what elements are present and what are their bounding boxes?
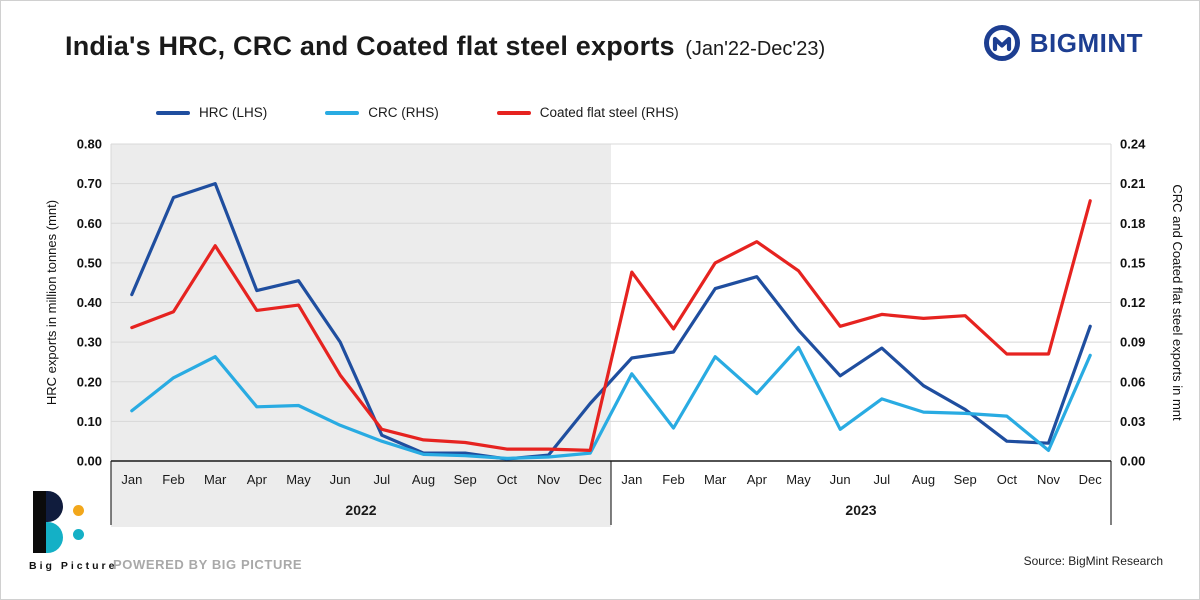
- month-label: Mar: [204, 472, 227, 487]
- bigmint-logo-text: BIGMINT: [1029, 27, 1143, 58]
- year-label-2022: 2022: [345, 502, 376, 518]
- series-line-coated-flat-steel-rhs: [130, 199, 1092, 452]
- legend-marker-crc: [325, 110, 360, 115]
- left-axis-title: HRC exports in million tonnes (mnt): [44, 200, 59, 405]
- chart-subtitle: (Jan'22-Dec'23): [685, 38, 826, 60]
- month-label: Sep: [954, 472, 977, 487]
- bigmint-logo-icon: [983, 25, 1020, 61]
- right-axis-title: CRC and Coated flat steel exports in mnt: [1170, 184, 1185, 421]
- month-label: Aug: [912, 472, 935, 487]
- right-axis-tick-label: 0.24: [1120, 137, 1146, 152]
- month-label: Mar: [704, 472, 727, 487]
- month-label: Dec: [1079, 472, 1103, 487]
- chart-legend: HRC (LHS) CRC (RHS) Coated flat steel (R…: [156, 105, 679, 120]
- right-axis-tick-label: 0.12: [1120, 295, 1145, 310]
- month-label: Jul: [874, 472, 891, 487]
- left-axis-tick-label: 0.50: [77, 255, 102, 270]
- month-label: Jun: [330, 472, 351, 487]
- left-axis-tick-label: 0.70: [77, 176, 102, 191]
- right-axis-tick-label: 0.15: [1120, 255, 1145, 270]
- legend-item-hrc: HRC (LHS): [156, 105, 267, 120]
- month-label: Jan: [121, 472, 142, 487]
- legend-marker-hrc: [156, 110, 190, 115]
- month-label: Oct: [997, 472, 1018, 487]
- month-label: Aug: [412, 472, 435, 487]
- big-picture-logo-dot-orange: [73, 505, 84, 516]
- right-axis-tick-label: 0.00: [1120, 454, 1145, 469]
- year-label-2023: 2023: [845, 502, 876, 518]
- powered-by-text: POWERED BY BIG PICTURE: [113, 557, 303, 572]
- month-label: Feb: [662, 472, 684, 487]
- shaded-region-2022: [111, 144, 611, 527]
- legend-marker-coated: [496, 110, 531, 115]
- month-label: Sep: [454, 472, 477, 487]
- month-label: Feb: [162, 472, 184, 487]
- series-line-hrc-lhs: [130, 182, 1092, 461]
- series-line-crc-rhs: [130, 345, 1092, 460]
- legend-item-crc: CRC (RHS): [325, 105, 439, 120]
- left-axis-tick-label: 0.20: [77, 374, 102, 389]
- left-axis-tick-label: 0.30: [77, 335, 102, 350]
- left-axis-tick-label: 0.00: [77, 454, 102, 469]
- right-axis-tick-label: 0.21: [1120, 176, 1145, 191]
- left-axis-tick-label: 0.60: [77, 216, 102, 231]
- month-label: May: [286, 472, 311, 487]
- left-axis-tick-label: 0.80: [77, 137, 102, 152]
- month-label: Nov: [1037, 472, 1061, 487]
- bigmint-logo: BIGMINT: [982, 23, 1143, 63]
- big-picture-logo-bar: [33, 491, 46, 553]
- month-label: Jul: [374, 472, 391, 487]
- big-picture-logo-text: Big Picture: [29, 560, 118, 572]
- big-picture-logo: Big Picture: [27, 491, 177, 581]
- right-axis-tick-label: 0.06: [1120, 374, 1145, 389]
- month-label: May: [786, 472, 811, 487]
- page-title: India's HRC, CRC and Coated flat steel e…: [65, 31, 825, 62]
- legend-item-coated: Coated flat steel (RHS): [496, 105, 679, 120]
- month-label: Dec: [579, 472, 603, 487]
- chart-title: India's HRC, CRC and Coated flat steel e…: [65, 31, 675, 61]
- legend-label-coated: Coated flat steel (RHS): [539, 105, 679, 120]
- left-axis-tick-label: 0.10: [77, 414, 102, 429]
- right-axis-tick-label: 0.18: [1120, 216, 1145, 231]
- legend-label-hrc: HRC (LHS): [199, 105, 268, 120]
- right-axis-tick-label: 0.09: [1120, 335, 1145, 350]
- big-picture-logo-bump-top: [46, 491, 63, 522]
- big-picture-logo-bump-bottom: [46, 522, 63, 553]
- month-label: Apr: [747, 472, 768, 487]
- left-axis-tick-label: 0.40: [77, 295, 102, 310]
- month-label: Jun: [830, 472, 851, 487]
- big-picture-logo-dot-teal: [73, 529, 84, 540]
- legend-label-crc: CRC (RHS): [368, 105, 439, 120]
- month-label: Apr: [247, 472, 268, 487]
- month-label: Jan: [621, 472, 642, 487]
- month-label: Nov: [537, 472, 561, 487]
- source-text: Source: BigMint Research: [1023, 554, 1163, 568]
- month-label: Oct: [497, 472, 518, 487]
- right-axis-tick-label: 0.03: [1120, 414, 1145, 429]
